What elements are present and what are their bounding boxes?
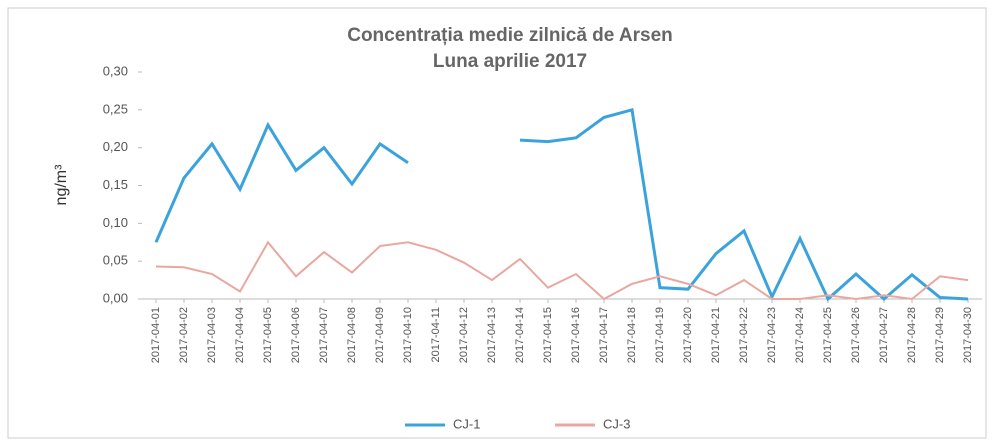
- x-tick-label: 2017-04-29: [934, 307, 946, 363]
- x-tick-label: 2017-04-14: [514, 307, 526, 363]
- x-tick-label: 2017-04-11: [430, 307, 442, 362]
- line-series: [519, 107, 969, 302]
- x-tick-label: 2017-04-27: [878, 307, 890, 363]
- y-tick-label: 0,25: [103, 101, 128, 116]
- y-tick-label: 0,10: [103, 215, 128, 230]
- x-tick-label: 2017-04-23: [766, 307, 778, 363]
- line-series: [154, 121, 409, 243]
- x-tick-label: 2017-04-24: [794, 307, 806, 363]
- x-tick-label: 2017-04-16: [570, 307, 582, 363]
- y-axis-label: ng/m³: [53, 164, 70, 206]
- y-tick-label: 0,20: [103, 139, 128, 154]
- x-tick-label: 2017-04-22: [738, 307, 750, 363]
- chart-subtitle: Luna aprilie 2017: [433, 51, 587, 72]
- chart-title: Concentrația medie zilnică de Arsen: [347, 25, 673, 46]
- x-tick-label: 2017-04-02: [178, 307, 190, 363]
- x-tick-label: 2017-04-03: [206, 307, 218, 363]
- x-tick-label: 2017-04-09: [374, 307, 386, 363]
- x-tick-label: 2017-04-10: [402, 307, 414, 363]
- y-tick-label: 0,05: [103, 253, 128, 268]
- legend-label: CJ-1: [453, 416, 480, 431]
- x-tick-label: 2017-04-25: [822, 307, 834, 363]
- x-tick-label: 2017-04-05: [262, 307, 274, 363]
- x-tick-label: 2017-04-21: [710, 307, 722, 363]
- x-tick-label: 2017-04-04: [234, 307, 246, 363]
- x-tick-label: 2017-04-26: [850, 307, 862, 363]
- x-tick-label: 2017-04-07: [318, 307, 330, 363]
- x-tick-label: 2017-04-30: [962, 307, 974, 363]
- y-tick-label: 0,00: [103, 290, 128, 305]
- x-tick-label: 2017-04-18: [626, 307, 638, 363]
- chart-frame: [7, 7, 987, 439]
- x-tick-label: 2017-04-17: [598, 307, 610, 363]
- x-tick-label: 2017-04-08: [346, 307, 358, 363]
- x-tick-label: 2017-04-28: [906, 307, 918, 363]
- y-tick-label: 0,30: [103, 63, 128, 78]
- legend-label: CJ-3: [603, 416, 630, 431]
- y-tick-label: 0,15: [103, 177, 128, 192]
- x-tick-label: 2017-04-19: [654, 307, 666, 363]
- x-tick-label: 2017-04-06: [290, 307, 302, 363]
- x-tick-label: 2017-04-01: [150, 307, 162, 363]
- x-tick-label: 2017-04-12: [458, 307, 470, 363]
- x-tick-label: 2017-04-15: [542, 307, 554, 363]
- line-series: [155, 240, 969, 301]
- x-tick-label: 2017-04-13: [486, 307, 498, 363]
- x-tick-label: 2017-04-20: [682, 307, 694, 363]
